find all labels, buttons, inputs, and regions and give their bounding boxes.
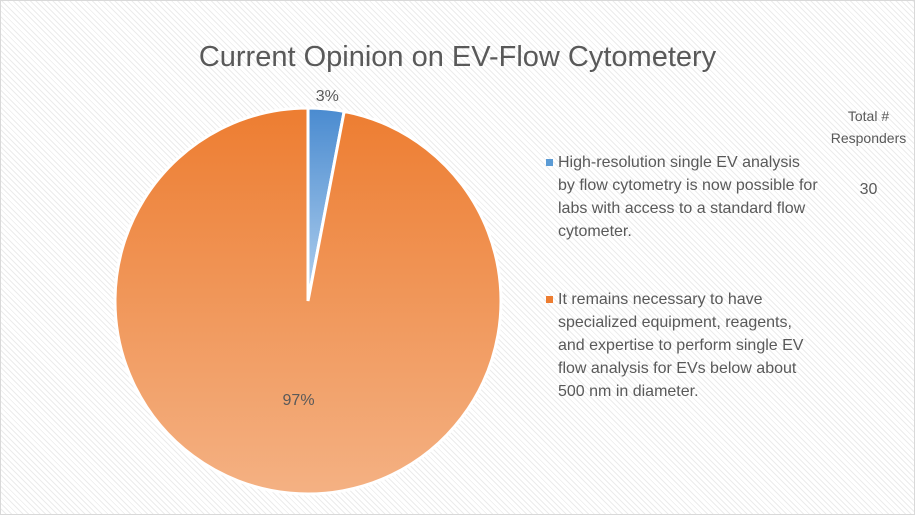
annotation-value: 30	[859, 181, 878, 198]
legend-swatch	[546, 296, 553, 303]
pie-slice	[113, 106, 503, 496]
legend-label: It remains necessary to have specialized…	[558, 291, 804, 400]
legend: High-resolution single EV analysis by fl…	[546, 151, 821, 448]
annotation-label: Total # Responders	[830, 108, 907, 146]
chart-title: Current Opinion on EV-Flow Cytometery	[198, 41, 717, 73]
legend-label: High-resolution single EV analysis by fl…	[558, 154, 818, 240]
data-label: 3%	[316, 88, 339, 105]
legend-entry: High-resolution single EV analysis by fl…	[546, 151, 821, 243]
legend-entry: It remains necessary to have specialized…	[546, 288, 821, 403]
data-label: 97%	[283, 392, 315, 409]
legend-swatch	[546, 159, 553, 166]
